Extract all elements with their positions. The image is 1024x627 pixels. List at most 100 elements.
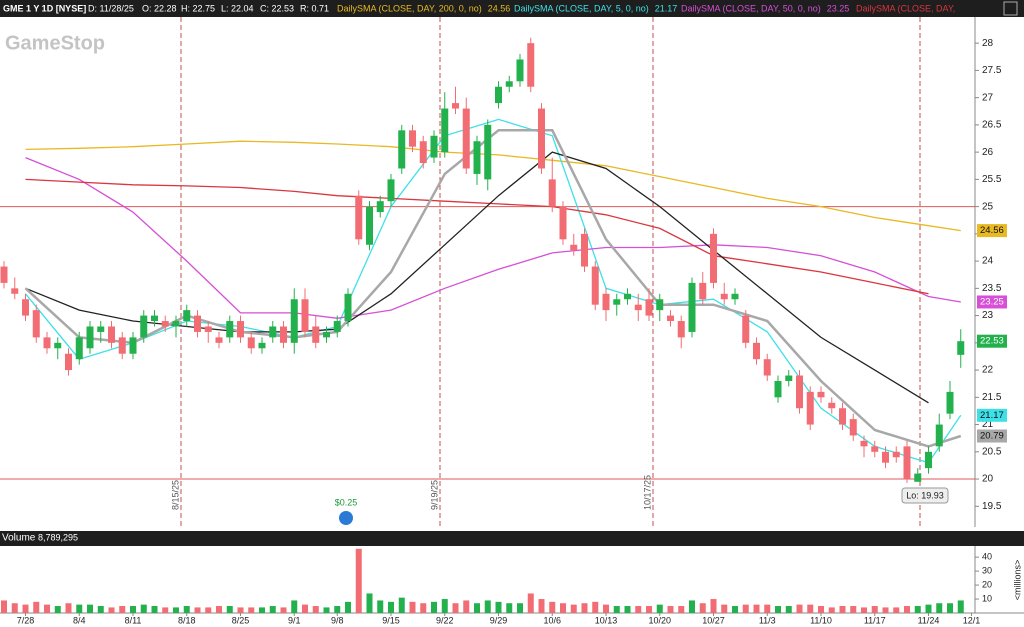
event-label: 10/17/25: [642, 475, 652, 510]
candle-body: [624, 293, 631, 300]
candle-body: [54, 342, 62, 349]
volume-bar: [366, 593, 373, 613]
candle-body: [323, 331, 330, 338]
candle-body: [946, 391, 954, 414]
volume-bar: [839, 606, 846, 613]
volume-bar: [818, 606, 824, 613]
volume-bar: [334, 606, 341, 613]
y-tick-label: 28: [982, 38, 994, 49]
volume-total: 8,789,295: [38, 532, 78, 542]
x-tick-label: 12/1: [963, 615, 981, 625]
y-tick-label: 22: [982, 365, 994, 376]
candle-body: [247, 337, 255, 349]
x-tick-label: 8/18: [178, 615, 196, 625]
x-tick-label: 8/11: [125, 615, 142, 625]
candle-body: [731, 293, 739, 300]
volume-bar: [742, 604, 749, 613]
candle-body: [269, 326, 277, 338]
volume-bar: [732, 606, 738, 613]
volume-bar: [1, 600, 7, 613]
candle-body: [172, 321, 180, 327]
x-tick-label: 10/20: [648, 615, 671, 625]
volume-bar: [44, 604, 50, 613]
candle-body: [333, 321, 341, 332]
sma-badge: 20.79: [980, 431, 1004, 442]
volume-bar: [388, 601, 394, 613]
candle-body: [32, 310, 40, 338]
sma-line: [25, 140, 961, 232]
volume-bar: [581, 603, 588, 613]
sma-badge-box: [977, 224, 1007, 238]
candle-body: [699, 282, 707, 300]
candle-body: [441, 108, 449, 153]
x-tick-label: 9/29: [490, 615, 508, 625]
x-tick-label: 10/27: [702, 615, 725, 625]
volume-bar: [635, 606, 642, 613]
candle-body: [774, 380, 782, 398]
volume-tick-label: 20: [982, 579, 992, 589]
x-tick-label: 9/22: [436, 615, 454, 625]
event-label: 8/15/25: [170, 480, 180, 510]
candle-body: [753, 342, 760, 360]
candle-body: [355, 195, 363, 240]
volume-bar: [828, 607, 835, 613]
volume-header-bar: [0, 531, 1024, 546]
candle-body: [548, 179, 556, 207]
volume-bar: [904, 606, 910, 613]
candle-body: [516, 59, 524, 82]
panel-icon[interactable]: [1003, 1, 1018, 16]
candle-body: [892, 451, 900, 458]
candle-body: [65, 353, 72, 371]
volume-bar: [312, 606, 319, 613]
volume-bar: [517, 603, 523, 613]
volume-bar: [452, 603, 459, 613]
candle-body: [828, 402, 836, 409]
candle-body: [645, 299, 653, 316]
candle-body: [559, 206, 567, 240]
volume-bar: [474, 603, 480, 613]
legend-label: DailySMA (CLOSE, DAY, 200, 0, no): [337, 3, 482, 13]
volume-bar: [721, 604, 728, 613]
volume-bar: [549, 601, 556, 613]
volume-bar: [538, 599, 545, 613]
candle-body: [742, 315, 750, 343]
candle-body: [161, 321, 169, 327]
y-tick-label: 25: [982, 201, 994, 212]
candle-body: [366, 206, 373, 245]
sma-badge: 23.25: [980, 296, 1004, 307]
sma-badge: 24.56: [980, 225, 1004, 236]
volume-bar: [785, 606, 792, 613]
x-tick-label: 10/13: [595, 615, 618, 625]
volume-bar: [65, 603, 72, 613]
header-close: C: 22.53: [260, 3, 294, 13]
volume-bar: [302, 604, 308, 613]
volume-bar: [76, 604, 83, 613]
volume-bar: [753, 604, 760, 613]
volume-bar: [527, 593, 534, 613]
dividend-icon: [339, 511, 353, 525]
volume-bar: [431, 601, 437, 613]
dividend-label: $0.25: [335, 497, 358, 507]
volume-bar: [248, 607, 255, 613]
legend-value: 23.25: [827, 3, 850, 13]
volume-bar: [646, 606, 652, 613]
header-bar: [0, 0, 1024, 17]
volume-bar: [775, 606, 781, 613]
candle-body: [312, 326, 320, 343]
candle-body: [667, 315, 674, 322]
volume-bar: [108, 607, 115, 613]
y-tick-label: 26: [982, 147, 994, 158]
volume-bar: [280, 607, 287, 613]
volume-bar: [484, 600, 491, 613]
candle-body: [720, 293, 728, 300]
candle-body: [409, 130, 416, 147]
volume-bar: [807, 604, 814, 613]
volume-bar: [592, 601, 599, 613]
sma-badge-box: [977, 408, 1007, 422]
sma-badge-box: [977, 295, 1007, 309]
sma-badge-box: [977, 429, 1007, 443]
candle-body: [591, 266, 599, 305]
y-tick-label: 25.5: [982, 174, 1002, 185]
candle-body: [495, 86, 502, 104]
